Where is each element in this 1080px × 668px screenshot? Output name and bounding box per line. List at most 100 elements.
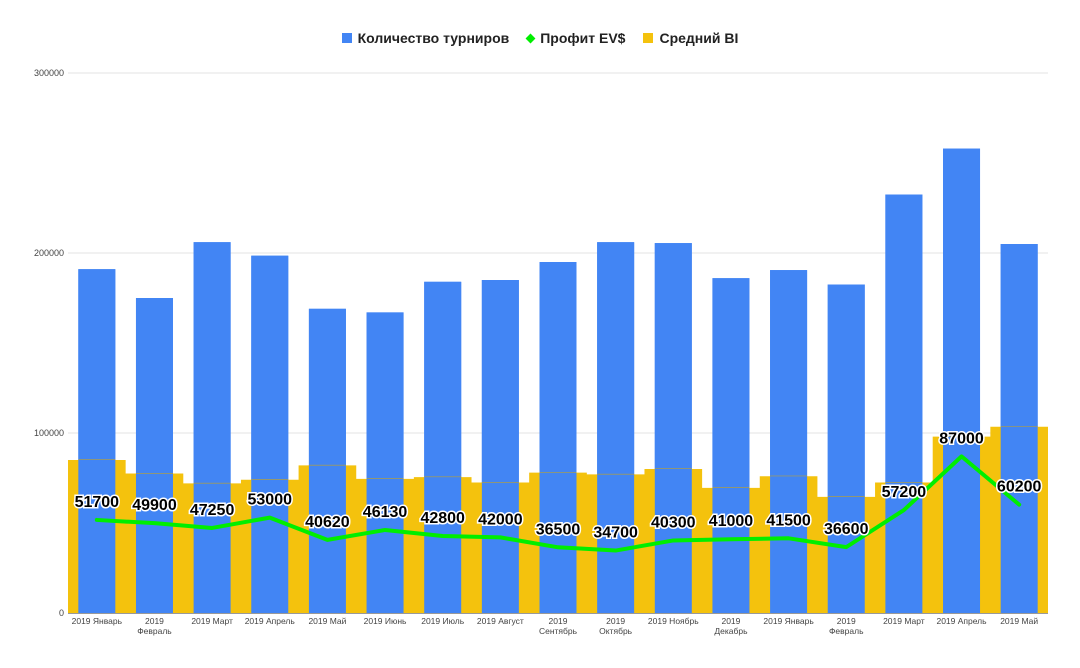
bar-tournaments-upper (770, 270, 808, 477)
data-label-profit: 36500 (536, 521, 581, 538)
x-tick-label-line: 2019 Июль (421, 616, 465, 626)
x-tick-label: 2019 Октябрь (599, 616, 633, 636)
legend-swatch-avg-bi (643, 33, 654, 43)
bar-tournaments-lower (1000, 426, 1038, 613)
bar-tournaments-lower (597, 474, 635, 613)
bar-tournaments-lower (481, 482, 519, 613)
data-label-profit: 42800 (420, 510, 465, 527)
bar-tournaments-upper (135, 298, 173, 474)
bar-tournaments-lower (943, 436, 981, 613)
legend-item-tournaments[interactable]: Количество турниров (341, 30, 510, 46)
bar-tournaments-lower (885, 482, 923, 613)
data-label-profit: 42000 (478, 511, 523, 528)
x-tick-label: 2019 Февраль (829, 616, 864, 636)
x-tick-label: 2019 Январь (763, 616, 814, 626)
y-tick-label: 0 (59, 608, 64, 618)
bar-tournaments-upper (539, 262, 577, 473)
data-label-profit: 60200 (997, 479, 1042, 496)
x-tick-label-line: Февраль (829, 626, 864, 636)
x-tick-label-line: 2019 Март (883, 616, 925, 626)
bar-tournaments-lower (424, 477, 462, 613)
bar-tournaments-lower (712, 487, 750, 613)
x-tick-label: 2019 Декабрь (714, 616, 748, 636)
x-tick-label: 2019 Июнь (364, 616, 407, 626)
legend-label-avg-bi: Средний BI (659, 30, 739, 46)
x-tick-label-line: 2019 Август (477, 616, 524, 626)
data-label-profit: 57200 (882, 484, 927, 501)
data-label-profit: 49900 (132, 497, 177, 514)
x-tick-label: 2019 Апрель (936, 616, 987, 626)
x-tick-label: 2019 Август (477, 616, 524, 626)
x-tick-label: 2019 Май (1000, 616, 1038, 626)
data-label-profit: 53000 (248, 492, 293, 509)
legend-item-profit[interactable]: Профит EV$ (525, 30, 626, 46)
x-tick-label-line: 2019 (837, 616, 856, 626)
bar-tournaments-lower (366, 478, 404, 613)
y-tick-label: 100000 (34, 428, 64, 438)
data-label-profit: 51700 (75, 494, 120, 511)
data-label-profit: 40300 (651, 514, 696, 531)
x-tick-label-line: 2019 Январь (72, 616, 123, 626)
bar-tournaments-upper (251, 255, 289, 480)
bar-tournaments-upper (597, 242, 635, 475)
x-tick-label: 2019 Март (883, 616, 925, 626)
bar-tournaments-upper (308, 308, 346, 466)
x-tick-label-line: 2019 (606, 616, 625, 626)
data-label-profit: 47250 (190, 502, 235, 519)
y-tick-label: 300000 (34, 68, 64, 78)
x-tick-label-line: 2019 (721, 616, 740, 626)
x-tick-label: 2019 Апрель (245, 616, 296, 626)
x-tick-label-line: 2019 Ноябрь (648, 616, 699, 626)
data-label-profit: 40620 (305, 514, 350, 531)
line-profit (94, 454, 1022, 553)
x-tick-label-line: 2019 (549, 616, 568, 626)
x-tick-label: 2019 Март (191, 616, 233, 626)
data-label-profit: 41500 (766, 512, 811, 529)
bar-tournaments-upper (827, 284, 865, 497)
bar-tournaments-upper (712, 278, 750, 488)
bar-tournaments-lower (539, 472, 577, 613)
y-tick-label: 200000 (34, 248, 64, 258)
x-tick-label-line: Октябрь (599, 626, 633, 636)
data-label-profit: 41000 (709, 513, 754, 530)
bar-tournaments-upper (885, 194, 923, 483)
legend: Количество турниров Профит EV$ Средний B… (0, 30, 1080, 46)
x-tick-label-line: Сентябрь (539, 626, 578, 636)
data-label-profit: 34700 (593, 525, 638, 542)
bar-tournaments-upper (1000, 244, 1038, 427)
legend-swatch-tournaments (341, 33, 352, 43)
legend-item-avg-bi[interactable]: Средний BI (643, 30, 738, 46)
x-tick-label-line: 2019 Июнь (364, 616, 407, 626)
x-tick-label: 2019 Январь (72, 616, 123, 626)
bar-tournaments-upper (78, 269, 116, 460)
x-tick-label-line: 2019 Май (1000, 616, 1038, 626)
x-tick-label-line: 2019 (145, 616, 164, 626)
x-tick-label: 2019 Июль (421, 616, 465, 626)
bar-tournaments-lower (78, 460, 116, 613)
x-tick-label: 2019 Ноябрь (648, 616, 699, 626)
x-tick-label: 2019 Сентябрь (539, 616, 578, 636)
bar-tournaments-lower (135, 473, 173, 613)
bar-tournaments-upper (654, 243, 692, 469)
bar-tournaments-upper (481, 280, 519, 483)
bar-tournaments-upper (366, 312, 404, 479)
bar-tournaments-upper (943, 148, 981, 437)
bar-tournaments-lower (827, 496, 865, 613)
bar-tournaments-lower (770, 476, 808, 613)
legend-label-tournaments: Количество турниров (357, 30, 510, 46)
x-tick-label: 2019 Май (308, 616, 346, 626)
x-tick-label-line: 2019 Январь (763, 616, 814, 626)
x-tick-label-line: 2019 Май (308, 616, 346, 626)
x-tick-label-line: 2019 Апрель (245, 616, 296, 626)
data-label-profit: 36600 (824, 521, 869, 538)
bar-tournaments-lower (193, 483, 231, 613)
bar-tournaments-lower (251, 479, 289, 613)
x-tick-label-line: 2019 Март (191, 616, 233, 626)
data-label-profit: 46130 (363, 504, 408, 521)
x-tick-label: 2019 Февраль (137, 616, 172, 636)
legend-label-profit: Профит EV$ (540, 30, 626, 46)
x-tick-label-line: Февраль (137, 626, 172, 636)
data-label-profit: 87000 (939, 430, 984, 447)
